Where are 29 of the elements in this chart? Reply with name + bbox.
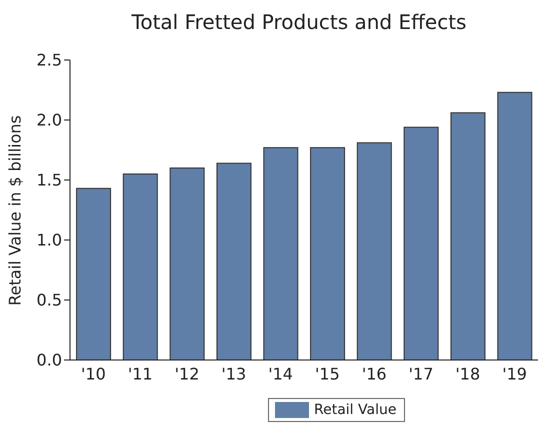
x-tick-label: '18 xyxy=(455,364,480,384)
y-tick-label: 0.0 xyxy=(36,350,62,370)
bar xyxy=(263,147,298,360)
x-tick-label: '19 xyxy=(502,364,527,384)
x-tick-label: '13 xyxy=(221,364,246,384)
y-tick-label: 1.5 xyxy=(36,170,62,190)
bar xyxy=(216,162,252,360)
x-tick-label: '10 xyxy=(81,364,106,384)
y-tick-label: 0.5 xyxy=(36,290,62,310)
y-tick-label: 1.0 xyxy=(36,230,62,250)
bar xyxy=(76,188,112,360)
bar xyxy=(497,92,532,360)
x-tick-label: '15 xyxy=(315,364,340,384)
text: Retail Value xyxy=(314,402,396,418)
x-tick-label: '12 xyxy=(174,364,200,384)
bar xyxy=(310,147,346,360)
bar xyxy=(170,168,205,360)
bar xyxy=(122,174,158,360)
x-tick-label: '11 xyxy=(128,364,153,384)
y-tick-label: 2.0 xyxy=(36,110,62,130)
x-tick-label: '14 xyxy=(268,364,293,384)
x-tick-label: '16 xyxy=(362,364,387,384)
bar xyxy=(404,126,439,360)
y-tick-label: 2.5 xyxy=(36,50,62,70)
bar xyxy=(356,142,392,360)
y-axis-title: Retail Value in $ billions xyxy=(6,114,24,306)
chart-title: Total Fretted Products and Effects xyxy=(130,10,468,34)
x-tick-label: '17 xyxy=(408,364,434,384)
bar xyxy=(450,112,486,360)
